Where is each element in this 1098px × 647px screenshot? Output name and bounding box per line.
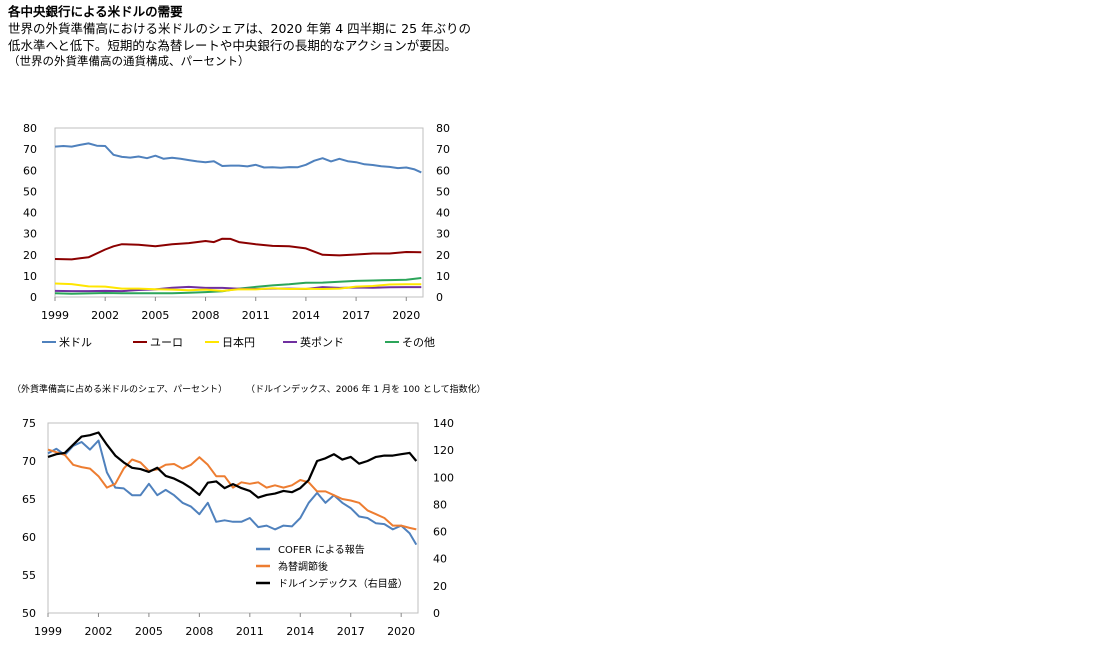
- chart1-legend-label: ユーロ: [150, 336, 183, 349]
- chart2-ytick-right: 0: [433, 607, 440, 620]
- chart2-xtick: 2011: [236, 625, 264, 638]
- chart2-ytick-left: 50: [22, 607, 36, 620]
- chart1-series-line: [54, 142, 422, 174]
- chart1-ytick-right: 80: [436, 122, 450, 135]
- chart2-ytick-left: 75: [22, 417, 36, 430]
- chart2-xtick: 2008: [185, 625, 213, 638]
- chart2-series-line: [47, 431, 418, 499]
- chart2-ytick-right: 40: [433, 553, 447, 566]
- chart1-ytick-left: 30: [23, 228, 37, 241]
- chart2-xtick: 2014: [286, 625, 314, 638]
- chart1-ytick-right: 20: [436, 249, 450, 262]
- chart1-ytick-left: 70: [23, 143, 37, 156]
- chart1-ytick-right: 30: [436, 228, 450, 241]
- chart1-legend-label: その他: [402, 336, 435, 349]
- chart2-legend-label: 為替調節後: [278, 560, 328, 573]
- chart2-right-axis-label: （ドルインデックス、2006 年 1 月を 100 として指数化）: [246, 383, 486, 395]
- chart2-ytick-left: 70: [22, 455, 36, 468]
- chart1-xtick: 1999: [41, 309, 69, 322]
- chart2-legend-label: COFER による報告: [278, 543, 365, 556]
- chart2-xtick: 2020: [387, 625, 415, 638]
- chart2-ytick-right: 60: [433, 526, 447, 539]
- chart1-ytick-left: 80: [23, 122, 37, 135]
- chart1-xtick: 2017: [342, 309, 370, 322]
- chart1-xtick: 2020: [392, 309, 420, 322]
- chart1-ytick-left: 10: [23, 270, 37, 283]
- chart2-xtick: 2017: [337, 625, 365, 638]
- chart2-left-axis-label: （外貨準備高に占める米ドルのシェア、パーセント）: [12, 383, 227, 395]
- chart1-ytick-left: 40: [23, 207, 37, 220]
- chart1-ytick-left: 0: [30, 291, 37, 304]
- chart1-ytick-right: 10: [436, 270, 450, 283]
- chart1-xtick: 2008: [192, 309, 220, 322]
- chart1-ytick-right: 50: [436, 185, 450, 198]
- chart1-legend-label: 米ドル: [59, 336, 92, 349]
- chart1-series-line: [54, 282, 422, 292]
- chart1-ytick-left: 60: [23, 164, 37, 177]
- chart2-series-line: [47, 439, 418, 546]
- chart2-ytick-right: 120: [433, 444, 454, 457]
- page-subtitle: 世界の外貨準備高における米ドルのシェアは、2020 年第 4 四半期に 25 年…: [8, 21, 472, 53]
- chart2-ytick-right: 100: [433, 471, 454, 484]
- chart2-ytick-left: 65: [22, 493, 36, 506]
- chart2-plot-frame: [47, 422, 419, 614]
- chart2-ytick-right: 20: [433, 580, 447, 593]
- chart2-ytick-left: 55: [22, 569, 36, 582]
- chart1-xtick: 2002: [91, 309, 119, 322]
- chart1-ytick-right: 70: [436, 143, 450, 156]
- chart1-ytick-left: 50: [23, 185, 37, 198]
- chart2-ytick-right: 80: [433, 498, 447, 511]
- chart2-legend-label: ドルインデックス（右目盛）: [278, 577, 408, 590]
- chart2-xtick: 2005: [135, 625, 163, 638]
- page-title: 各中央銀行による米ドルの需要: [8, 4, 183, 19]
- chart1-ytick-right: 60: [436, 164, 450, 177]
- chart2-ytick-left: 60: [22, 531, 36, 544]
- chart2-xtick: 1999: [34, 625, 62, 638]
- chart1-ytick-right: 0: [436, 291, 443, 304]
- chart1-series-line: [54, 237, 422, 261]
- chart1-legend-label: 日本円: [222, 335, 255, 349]
- chart1-xtick: 2014: [292, 309, 320, 322]
- chart1-xtick: 2005: [141, 309, 169, 322]
- chart1-unit-note: （世界の外貨準備高の通貨構成、パーセント）: [8, 54, 250, 68]
- chart2-xtick: 2002: [84, 625, 112, 638]
- chart1-xtick: 2011: [242, 309, 270, 322]
- chart2-ytick-right: 140: [433, 417, 454, 430]
- chart1-legend-label: 英ポンド: [300, 335, 344, 349]
- chart1-plot-frame: [54, 127, 424, 298]
- chart1-ytick-right: 40: [436, 207, 450, 220]
- chart1-ytick-left: 20: [23, 249, 37, 262]
